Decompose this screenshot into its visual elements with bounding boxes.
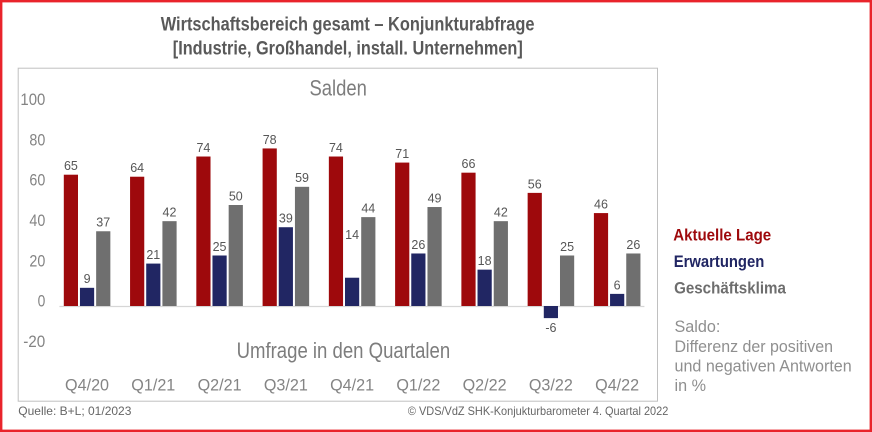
svg-text:66: 66 — [462, 157, 476, 171]
svg-text:14: 14 — [345, 228, 359, 242]
svg-text:Geschäftsklima: Geschäftsklima — [674, 279, 786, 298]
svg-text:64: 64 — [130, 161, 144, 175]
svg-text:39: 39 — [279, 212, 293, 226]
svg-text:© VDS/VdZ SHK-Konjukturbaromet: © VDS/VdZ SHK-Konjukturbarometer 4. Quar… — [408, 404, 669, 418]
svg-text:49: 49 — [428, 191, 442, 205]
svg-text:Aktuelle Lage: Aktuelle Lage — [673, 225, 771, 244]
svg-text:Quelle: B+L; 01/2023: Quelle: B+L; 01/2023 — [18, 404, 131, 418]
svg-text:40: 40 — [29, 212, 45, 230]
svg-text:60: 60 — [29, 172, 45, 190]
svg-text:46: 46 — [594, 197, 608, 211]
svg-text:Umfrage in den Quartalen: Umfrage in den Quartalen — [237, 338, 451, 363]
svg-text:9: 9 — [84, 272, 91, 286]
svg-text:74: 74 — [329, 141, 343, 155]
svg-text:-20: -20 — [23, 333, 45, 351]
svg-text:6: 6 — [614, 278, 621, 292]
svg-text:in %: in % — [675, 377, 707, 395]
svg-text:20: 20 — [29, 252, 45, 270]
svg-text:37: 37 — [96, 216, 110, 230]
svg-text:und negativen Antworten: und negativen Antworten — [675, 358, 852, 376]
svg-text:100: 100 — [20, 91, 45, 109]
svg-text:42: 42 — [163, 206, 177, 220]
svg-text:0: 0 — [38, 293, 46, 311]
svg-text:Salden: Salden — [310, 75, 367, 100]
svg-text:Q1/21: Q1/21 — [131, 377, 175, 395]
svg-text:Q1/22: Q1/22 — [396, 377, 440, 395]
svg-text:[Industrie, Großhandel, instal: [Industrie, Großhandel, install. Unterne… — [173, 38, 523, 59]
svg-text:Q3/22: Q3/22 — [529, 377, 573, 395]
svg-text:Q4/20: Q4/20 — [65, 377, 109, 395]
svg-text:78: 78 — [263, 133, 277, 147]
svg-text:Q3/21: Q3/21 — [264, 377, 308, 395]
svg-text:-6: -6 — [545, 321, 556, 335]
svg-text:Erwartungen: Erwartungen — [674, 252, 765, 271]
svg-text:65: 65 — [64, 159, 78, 173]
svg-text:26: 26 — [411, 238, 425, 252]
svg-text:42: 42 — [494, 206, 508, 220]
svg-text:59: 59 — [295, 171, 309, 185]
svg-text:80: 80 — [29, 131, 45, 149]
svg-text:25: 25 — [213, 240, 227, 254]
svg-text:25: 25 — [560, 240, 574, 254]
svg-text:50: 50 — [229, 189, 243, 203]
svg-text:Wirtschaftsbereich gesamt – Ko: Wirtschaftsbereich gesamt – Konjunkturab… — [161, 14, 535, 35]
svg-text:Q2/22: Q2/22 — [463, 377, 507, 395]
svg-text:Differenz der positiven: Differenz der positiven — [675, 338, 834, 356]
svg-text:44: 44 — [361, 202, 375, 216]
svg-text:56: 56 — [528, 177, 542, 191]
svg-text:18: 18 — [478, 254, 492, 268]
svg-text:71: 71 — [395, 147, 409, 161]
svg-text:74: 74 — [196, 141, 210, 155]
svg-text:21: 21 — [146, 248, 160, 262]
svg-text:26: 26 — [626, 238, 640, 252]
svg-text:Saldo:: Saldo: — [675, 318, 721, 336]
svg-text:Q2/21: Q2/21 — [198, 377, 242, 395]
svg-text:Q4/22: Q4/22 — [595, 377, 639, 395]
svg-text:Q4/21: Q4/21 — [330, 377, 374, 395]
